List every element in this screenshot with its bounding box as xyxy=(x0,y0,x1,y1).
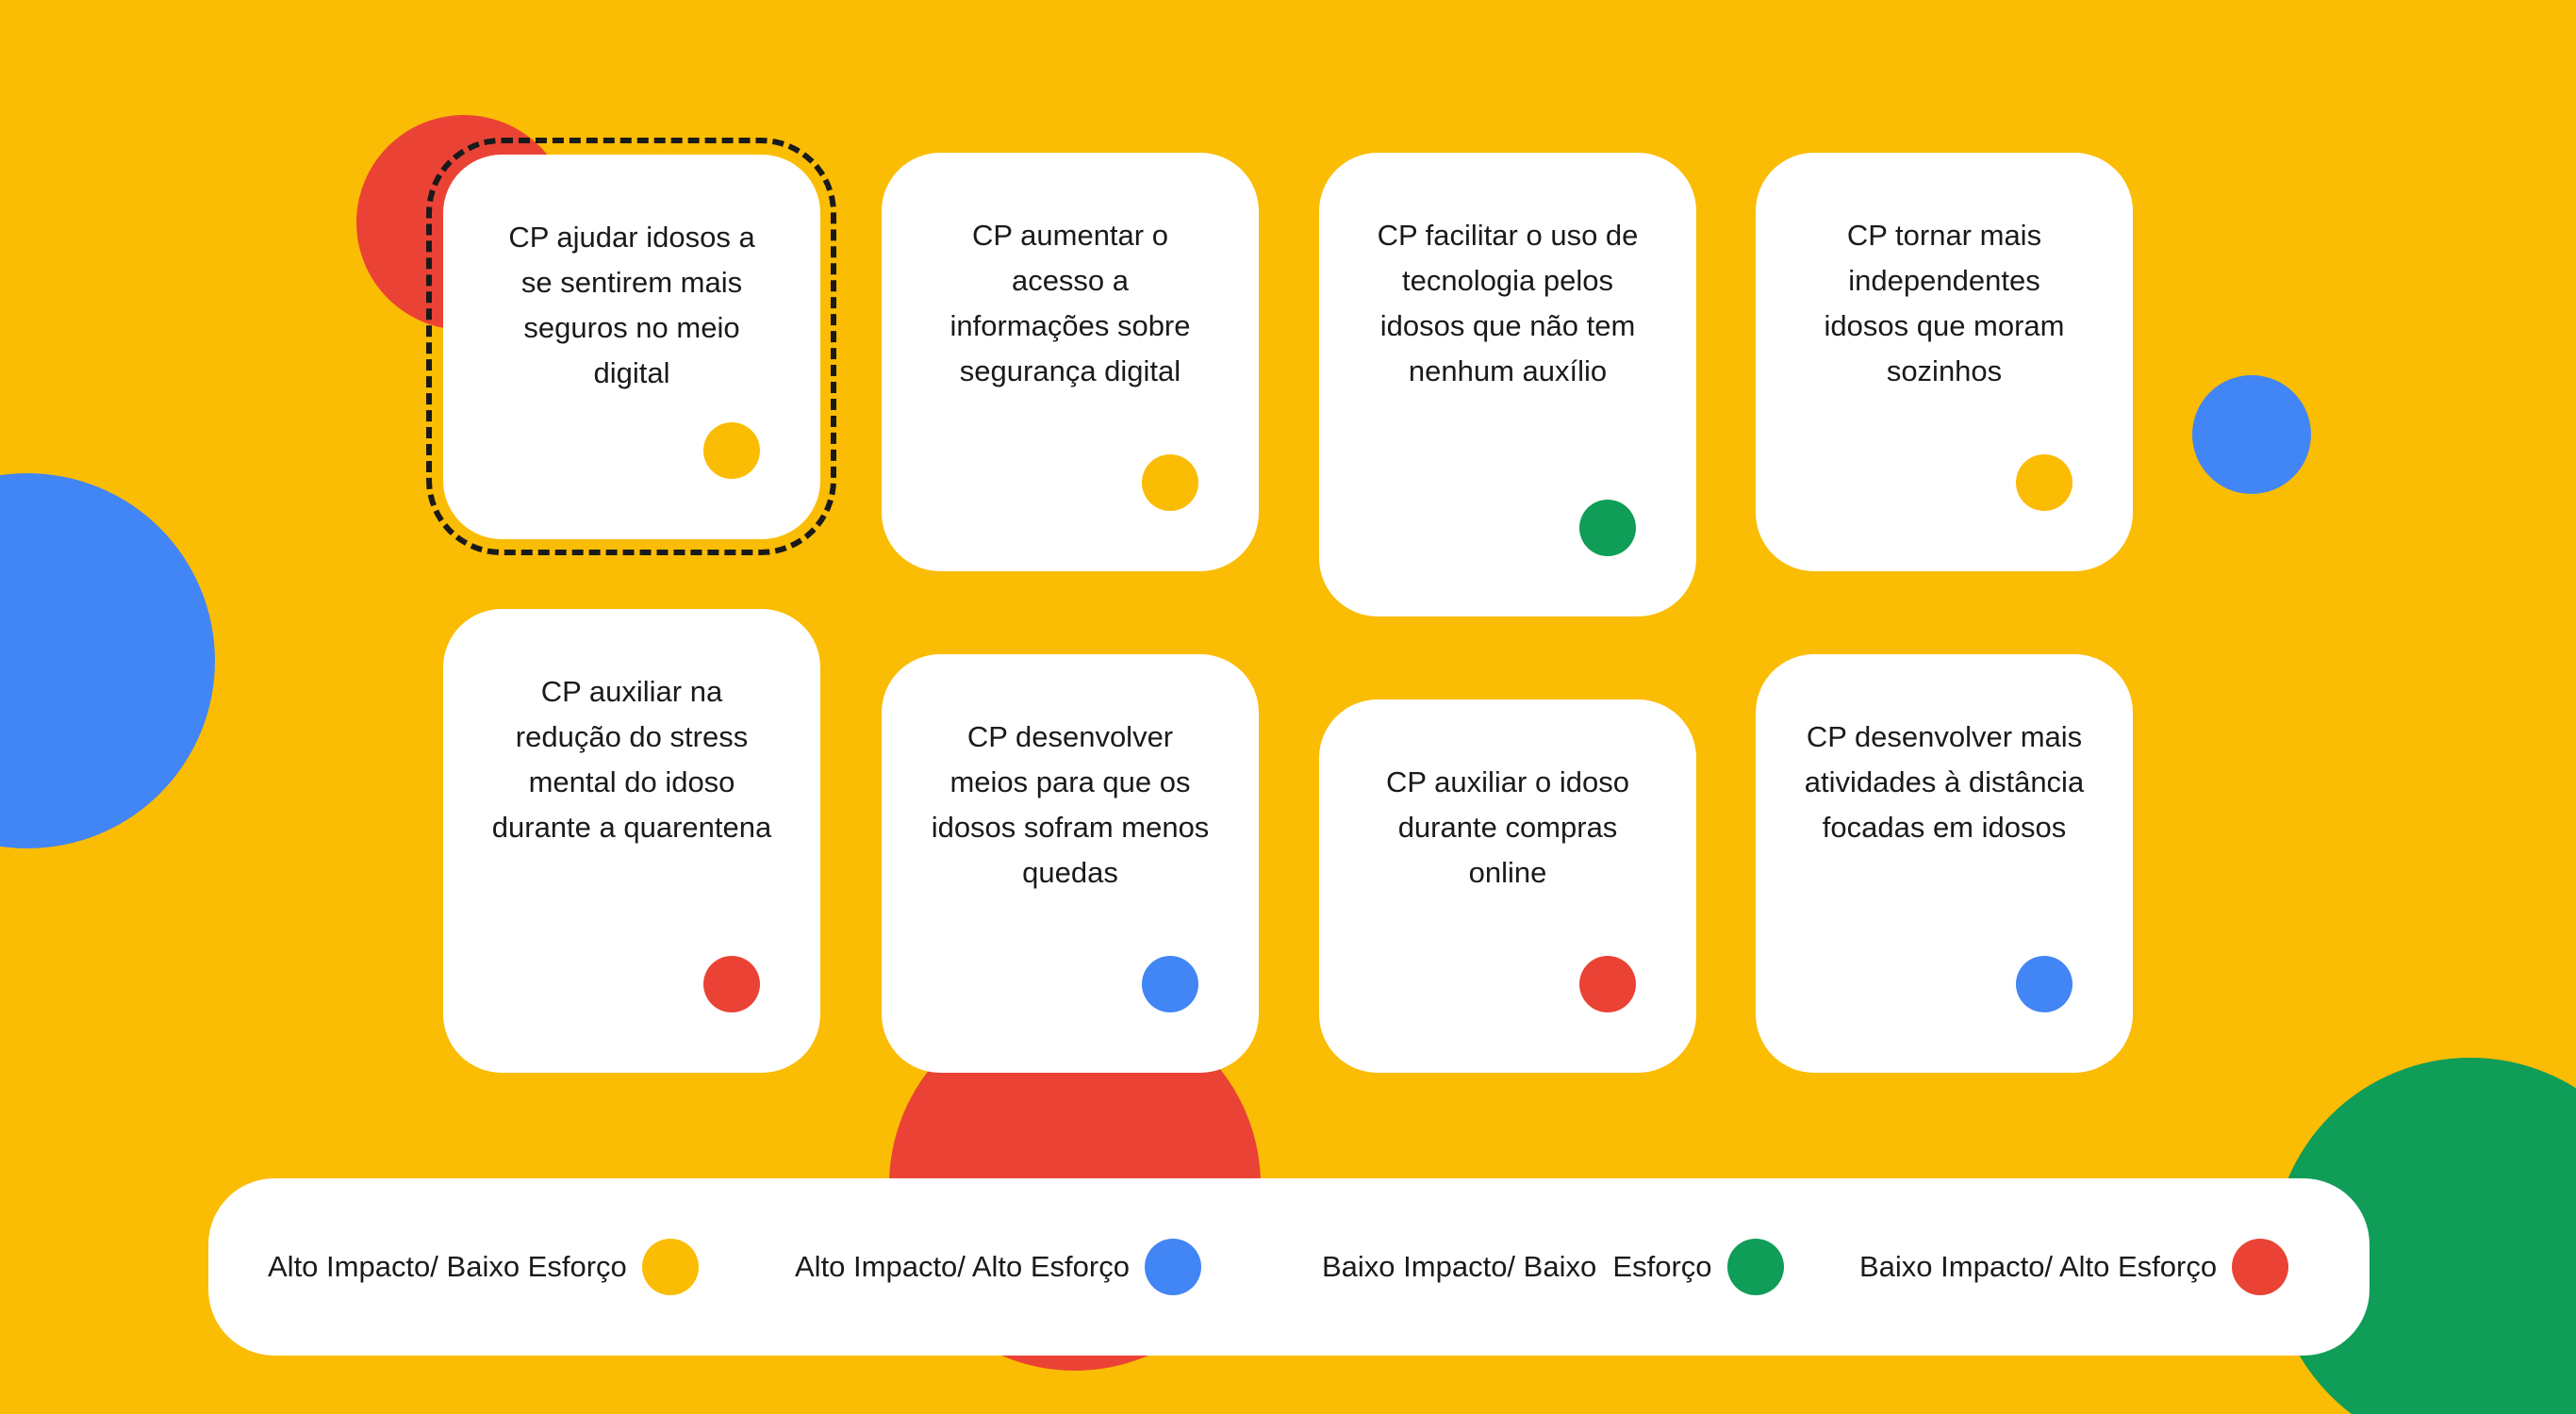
priority-dot xyxy=(703,956,760,1012)
legend-label: Baixo Impacto/ Alto Esforço xyxy=(1859,1250,2218,1283)
sticky-note-card[interactable]: CP auxiliar o idoso durante compras onli… xyxy=(1319,699,1696,1073)
legend-dot xyxy=(641,1239,699,1295)
decorative-circle-blue-left xyxy=(0,473,215,848)
priority-dot xyxy=(1579,500,1636,556)
card-text: CP ajudar idosos a se sentirem mais segu… xyxy=(508,221,755,389)
legend-item: Baixo Impacto/ Alto Esforço xyxy=(1859,1178,2289,1356)
legend-dot xyxy=(1144,1239,1201,1295)
card-text: CP desenvolver meios para que os idosos … xyxy=(931,720,1210,889)
decorative-circle-blue-right xyxy=(2192,375,2311,494)
priority-dot xyxy=(2016,454,2072,511)
sticky-note-card[interactable]: CP desenvolver mais atividades à distânc… xyxy=(1756,654,2133,1073)
priority-dot xyxy=(1142,956,1198,1012)
priority-dot xyxy=(1579,956,1636,1012)
legend-label: Baixo Impacto/ Baixo Esforço xyxy=(1322,1250,1712,1283)
card-text: CP tornar mais independentes idosos que … xyxy=(1824,219,2065,387)
card-text: CP aumentar o acesso a informações sobre… xyxy=(949,219,1191,387)
legend-bar: Alto Impacto/ Baixo Esforço Alto Impacto… xyxy=(208,1178,2370,1356)
legend-label: Alto Impacto/ Alto Esforço xyxy=(795,1250,1130,1283)
sticky-note-card[interactable]: CP auxiliar na redução do stress mental … xyxy=(443,609,820,1073)
sticky-note-card[interactable]: CP tornar mais independentes idosos que … xyxy=(1756,153,2133,571)
sticky-note-card[interactable]: CP desenvolver meios para que os idosos … xyxy=(882,654,1259,1073)
sticky-note-card[interactable]: CP facilitar o uso de tecnologia pelos i… xyxy=(1319,153,1696,617)
priority-dot xyxy=(703,422,760,479)
legend-dot xyxy=(2232,1239,2289,1295)
legend-dot xyxy=(1726,1239,1784,1295)
card-text: CP desenvolver mais atividades à distânc… xyxy=(1804,720,2085,844)
card-text: CP auxiliar o idoso durante compras onli… xyxy=(1386,765,1629,889)
selection-frame[interactable] xyxy=(426,138,836,555)
card-text: CP facilitar o uso de tecnologia pelos i… xyxy=(1377,219,1639,387)
card-text: CP auxiliar na redução do stress mental … xyxy=(491,675,772,844)
priority-dot xyxy=(2016,956,2072,1012)
sticky-note-card[interactable]: CP aumentar o acesso a informações sobre… xyxy=(882,153,1259,571)
legend-label: Alto Impacto/ Baixo Esforço xyxy=(268,1250,627,1283)
legend-item: Alto Impacto/ Alto Esforço xyxy=(795,1178,1201,1356)
legend-item: Alto Impacto/ Baixo Esforço xyxy=(268,1178,699,1356)
legend-item: Baixo Impacto/ Baixo Esforço xyxy=(1322,1178,1784,1356)
sticky-note-card[interactable]: CP ajudar idosos a se sentirem mais segu… xyxy=(443,155,820,539)
priority-dot xyxy=(1142,454,1198,511)
